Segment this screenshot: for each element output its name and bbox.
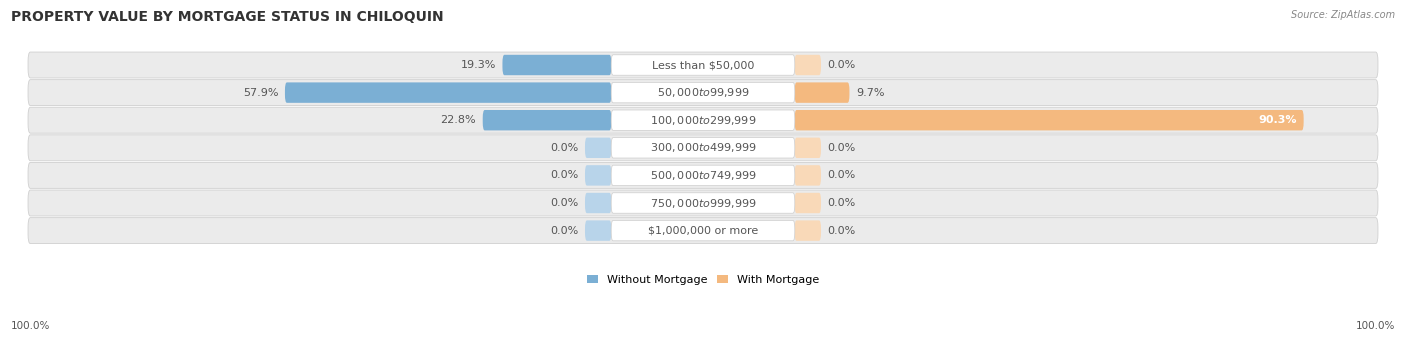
Text: 19.3%: 19.3% <box>461 60 496 70</box>
FancyBboxPatch shape <box>612 110 794 130</box>
Text: $750,000 to $999,999: $750,000 to $999,999 <box>650 196 756 209</box>
FancyBboxPatch shape <box>794 83 849 103</box>
Text: 0.0%: 0.0% <box>828 60 856 70</box>
Text: 100.0%: 100.0% <box>11 321 51 331</box>
FancyBboxPatch shape <box>28 218 1378 243</box>
FancyBboxPatch shape <box>28 190 1378 216</box>
Text: 57.9%: 57.9% <box>243 88 278 98</box>
Text: 0.0%: 0.0% <box>550 226 578 236</box>
FancyBboxPatch shape <box>28 162 1378 188</box>
FancyBboxPatch shape <box>794 138 821 158</box>
Text: 90.3%: 90.3% <box>1258 115 1296 125</box>
FancyBboxPatch shape <box>28 135 1378 161</box>
Text: 9.7%: 9.7% <box>856 88 884 98</box>
Text: $1,000,000 or more: $1,000,000 or more <box>648 226 758 236</box>
Text: 0.0%: 0.0% <box>550 143 578 153</box>
FancyBboxPatch shape <box>794 55 821 75</box>
FancyBboxPatch shape <box>585 138 612 158</box>
Text: Less than $50,000: Less than $50,000 <box>652 60 754 70</box>
FancyBboxPatch shape <box>482 110 612 130</box>
FancyBboxPatch shape <box>794 110 1303 130</box>
FancyBboxPatch shape <box>285 83 612 103</box>
FancyBboxPatch shape <box>585 220 612 241</box>
Text: 0.0%: 0.0% <box>828 226 856 236</box>
FancyBboxPatch shape <box>612 165 794 186</box>
FancyBboxPatch shape <box>612 138 794 158</box>
FancyBboxPatch shape <box>794 165 821 186</box>
Text: $500,000 to $749,999: $500,000 to $749,999 <box>650 169 756 182</box>
FancyBboxPatch shape <box>28 52 1378 78</box>
Legend: Without Mortgage, With Mortgage: Without Mortgage, With Mortgage <box>582 270 824 289</box>
Text: 0.0%: 0.0% <box>550 170 578 180</box>
Text: 0.0%: 0.0% <box>828 198 856 208</box>
Text: 0.0%: 0.0% <box>550 198 578 208</box>
Text: $50,000 to $99,999: $50,000 to $99,999 <box>657 86 749 99</box>
FancyBboxPatch shape <box>612 55 794 75</box>
Text: 0.0%: 0.0% <box>828 143 856 153</box>
FancyBboxPatch shape <box>585 193 612 213</box>
Text: 100.0%: 100.0% <box>1355 321 1395 331</box>
FancyBboxPatch shape <box>612 193 794 213</box>
Text: 22.8%: 22.8% <box>440 115 477 125</box>
FancyBboxPatch shape <box>585 165 612 186</box>
FancyBboxPatch shape <box>612 83 794 103</box>
Text: PROPERTY VALUE BY MORTGAGE STATUS IN CHILOQUIN: PROPERTY VALUE BY MORTGAGE STATUS IN CHI… <box>11 10 444 24</box>
FancyBboxPatch shape <box>794 220 821 241</box>
FancyBboxPatch shape <box>28 80 1378 106</box>
FancyBboxPatch shape <box>794 193 821 213</box>
FancyBboxPatch shape <box>612 220 794 241</box>
FancyBboxPatch shape <box>28 107 1378 133</box>
Text: $100,000 to $299,999: $100,000 to $299,999 <box>650 114 756 127</box>
Text: 0.0%: 0.0% <box>828 170 856 180</box>
Text: Source: ZipAtlas.com: Source: ZipAtlas.com <box>1291 10 1395 20</box>
Text: $300,000 to $499,999: $300,000 to $499,999 <box>650 141 756 154</box>
FancyBboxPatch shape <box>502 55 612 75</box>
